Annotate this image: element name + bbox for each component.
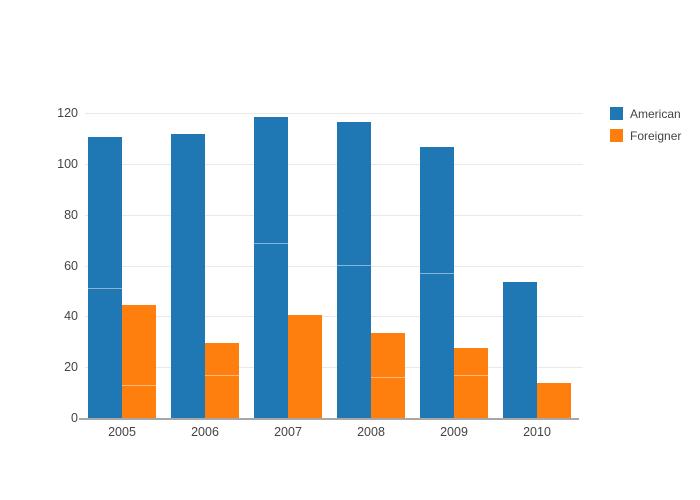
bar-segment-line	[337, 265, 371, 266]
bar-segment-line	[420, 273, 454, 274]
y-tick-label-120: 120	[57, 106, 78, 120]
y-tick-label-20: 20	[64, 360, 78, 375]
bar-foreigner-2010[interactable]	[537, 383, 571, 419]
gridline-y100	[85, 163, 583, 165]
plot-area	[79, 95, 583, 420]
x-tick-label-2006: 2006	[191, 425, 219, 439]
gridline-y60	[85, 265, 583, 267]
y-tick-label-100: 100	[57, 156, 78, 171]
gridline-y20	[85, 367, 583, 369]
x-axis: 2005 2006 2007 2008 2009 2010	[85, 423, 583, 443]
bar-segment-line	[371, 377, 405, 378]
bar-american-2007[interactable]	[254, 117, 288, 419]
legend-swatch-american-icon	[610, 107, 623, 120]
legend: American Foreigner	[610, 106, 681, 150]
bar-american-2010[interactable]	[503, 282, 537, 419]
bar-american-2006[interactable]	[171, 134, 205, 419]
x-tick-label-2010: 2010	[523, 425, 551, 439]
x-tick-label-2007: 2007	[274, 425, 302, 439]
bar-foreigner-2008[interactable]	[371, 333, 405, 419]
y-tick-label-80: 80	[64, 207, 78, 222]
legend-item-american[interactable]: American	[610, 106, 681, 121]
legend-label-american: American	[630, 106, 681, 121]
gridline-y40	[85, 316, 583, 318]
bar-segment-line	[88, 288, 122, 289]
bar-american-2009[interactable]	[420, 147, 454, 419]
bar-segment-line	[254, 243, 288, 244]
bar-segment-line	[454, 375, 488, 376]
legend-label-foreigner: Foreigner	[630, 128, 682, 143]
legend-swatch-foreigner-icon	[610, 129, 623, 142]
bar-segment-line	[205, 375, 239, 376]
y-tick-label-60: 60	[64, 258, 78, 273]
bar-foreigner-2007[interactable]	[288, 315, 322, 419]
y-axis: 0 20 40 60 80 100 120	[0, 95, 78, 425]
bar-foreigner-2009[interactable]	[454, 348, 488, 419]
x-tick-label-2008: 2008	[357, 425, 385, 439]
bar-foreigner-2006[interactable]	[205, 343, 239, 419]
x-axis-line	[79, 418, 579, 420]
gridline-y120	[85, 113, 583, 114]
x-tick-label-2009: 2009	[440, 425, 468, 439]
y-tick-label-40: 40	[64, 309, 78, 324]
bar-segment-line	[122, 385, 156, 386]
bar-foreigner-2005[interactable]	[122, 305, 156, 419]
y-tick-label-0: 0	[71, 411, 78, 425]
legend-item-foreigner[interactable]: Foreigner	[610, 128, 681, 143]
bar-american-2008[interactable]	[337, 122, 371, 419]
gridline-y80	[85, 214, 583, 216]
bar-american-2005[interactable]	[88, 137, 122, 419]
x-tick-label-2005: 2005	[108, 425, 136, 439]
